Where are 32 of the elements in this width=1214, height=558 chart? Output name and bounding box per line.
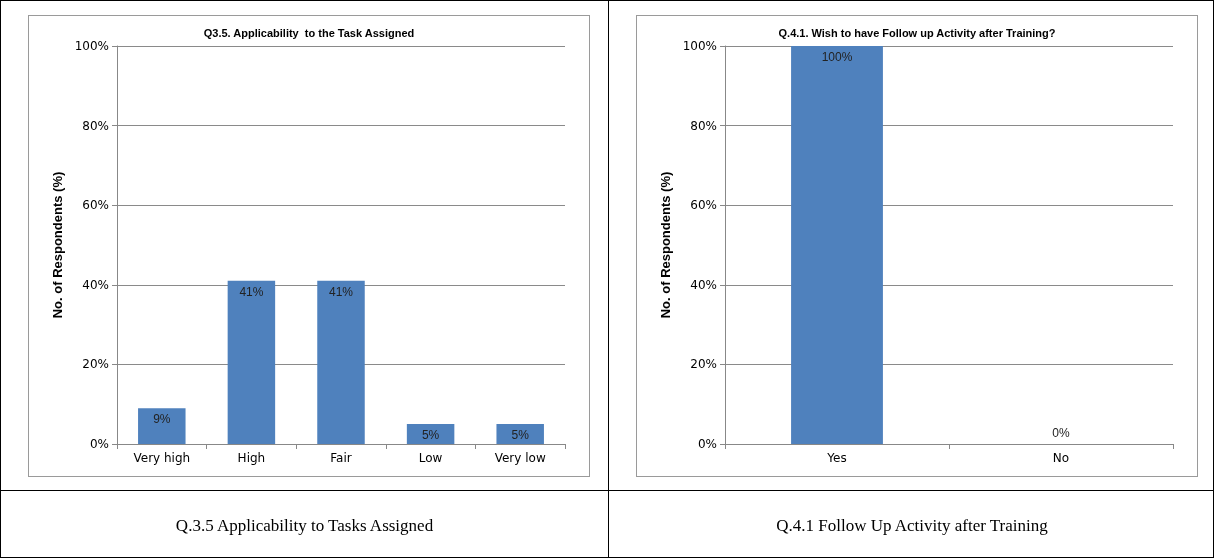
y-tick-label: 0% — [697, 437, 717, 451]
data-label: 5% — [421, 428, 440, 443]
x-tick-label: Fair — [330, 451, 352, 465]
data-label: 41% — [328, 284, 354, 299]
y-tick-label: 60% — [82, 198, 109, 213]
chart-title: Q3.5. Applicability to the Task Assigned — [203, 26, 415, 39]
y-tick-label: 20% — [82, 357, 109, 372]
data-label: 9% — [153, 412, 171, 427]
y-axis-title: No. of Respondents (%) — [657, 171, 673, 319]
text: Q.4.1 Follow Up Activity after Training — [609, 490, 1214, 558]
chart-title: Q.4.1. Wish to have Follow up Activity after Training? — [778, 26, 1056, 39]
data-label: 100% — [821, 50, 853, 64]
x-tick-label: Very high — [133, 451, 191, 465]
x-tick-label: No — [1052, 451, 1070, 465]
y-tick-label: 40% — [82, 277, 109, 292]
y-tick-label: 100% — [74, 39, 109, 53]
x-tick-label: Low — [418, 451, 443, 465]
y-tick-label: 0% — [89, 437, 109, 451]
y-tick-label: 60% — [690, 198, 717, 213]
text: Q.3.5 Applicability to Tasks Assigned — [1, 490, 608, 558]
y-tick-label: 100% — [682, 39, 717, 53]
y-tick-label: 80% — [690, 118, 717, 133]
x-tick-label: Yes — [826, 451, 847, 465]
data-label: 41% — [239, 284, 264, 299]
data-label: 5% — [511, 428, 530, 443]
x-tick-label: Very low — [494, 451, 546, 465]
y-tick-label: 80% — [82, 118, 109, 133]
y-tick-label: 40% — [690, 277, 717, 292]
y-axis-title: No. of Respondents (%) — [49, 171, 65, 319]
y-tick-label: 20% — [690, 357, 717, 372]
x-tick-label: High — [237, 451, 266, 465]
data-label: 0% — [1052, 426, 1070, 440]
